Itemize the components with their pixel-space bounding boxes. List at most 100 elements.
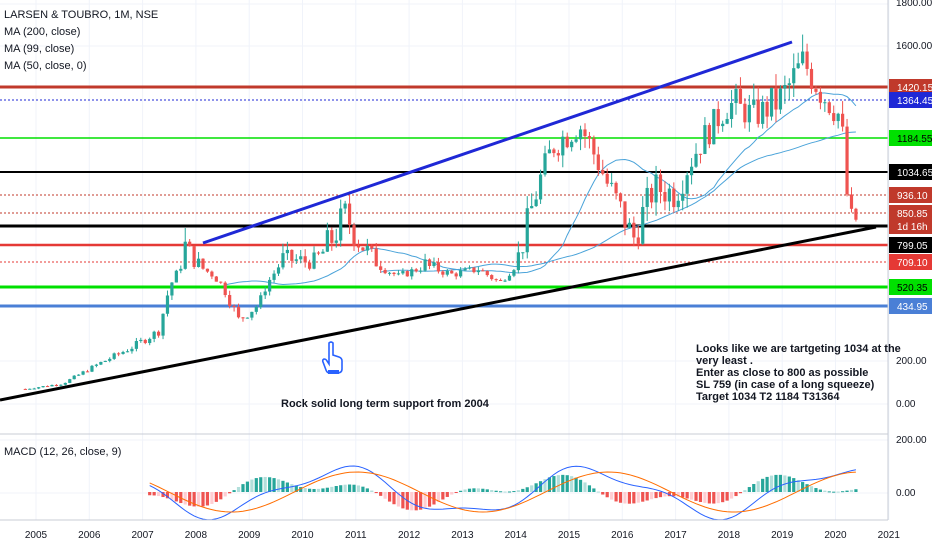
- candle-body: [658, 174, 663, 193]
- price-label: 850.85: [897, 209, 928, 220]
- macd-histogram-bar: [672, 492, 676, 497]
- candle-body: [174, 270, 178, 283]
- price-label-box: [889, 254, 932, 270]
- candle-body: [725, 119, 729, 124]
- macd-histogram-bar: [627, 492, 632, 504]
- candle-body: [467, 267, 472, 269]
- macd-histogram-bar: [721, 492, 725, 503]
- macd-histogram-bar: [587, 485, 592, 492]
- macd-histogram-bar: [703, 492, 707, 503]
- candle-body: [214, 276, 218, 282]
- macd-histogram-bar: [485, 489, 489, 492]
- candle-body: [343, 203, 347, 209]
- macd-histogram-bar: [321, 488, 325, 492]
- macd-histogram-bar: [356, 485, 361, 492]
- candle-body: [734, 88, 738, 104]
- moving-average-line: [225, 92, 857, 286]
- macd-histogram-bar: [796, 479, 800, 492]
- macd-histogram-bar: [316, 488, 321, 492]
- candle-body: [778, 88, 783, 110]
- macd-histogram-bar: [250, 479, 254, 492]
- candle-body: [689, 166, 694, 176]
- target-note-line: very least .: [696, 355, 753, 367]
- macd-histogram-bar: [303, 488, 307, 492]
- candle-body: [410, 269, 414, 277]
- candle-body: [94, 364, 99, 366]
- candle-body: [841, 113, 845, 127]
- candle-body: [694, 153, 698, 167]
- macd-histogram-bar: [787, 476, 791, 492]
- candle-body: [561, 136, 565, 156]
- macd-histogram-bar: [823, 490, 827, 492]
- macd-histogram-bar: [347, 484, 352, 492]
- macd-histogram-bar: [507, 491, 512, 493]
- x-tick-label: 2012: [398, 530, 421, 541]
- candle-body: [596, 154, 600, 171]
- legend-ma50[interactable]: MA (50, close, 0): [4, 60, 87, 72]
- macd-histogram-bar: [192, 492, 196, 507]
- candle-body: [232, 306, 236, 308]
- macd-histogram-bar: [419, 492, 423, 510]
- x-tick-label: 2007: [131, 530, 154, 541]
- moving-average-line: [380, 131, 856, 273]
- macd-histogram-bar: [441, 492, 445, 500]
- macd-histogram-bar: [792, 478, 796, 492]
- candle-body: [521, 252, 525, 254]
- candle-body: [117, 353, 121, 355]
- macd-histogram-bar: [636, 492, 640, 503]
- macd-histogram-bar: [769, 475, 774, 492]
- candle-body: [347, 203, 352, 226]
- candle-body: [54, 384, 59, 386]
- candle-body: [250, 311, 254, 318]
- x-tick-label: 2009: [238, 530, 261, 541]
- macd-histogram-bar: [459, 490, 463, 492]
- macd-histogram-bar: [494, 490, 498, 492]
- candle-body: [37, 387, 41, 389]
- macd-histogram-bar: [490, 490, 494, 492]
- candle-body: [268, 279, 272, 292]
- macd-histogram-bar: [805, 484, 809, 492]
- macd-histogram-bar: [454, 492, 458, 493]
- macd-histogram-bar: [592, 488, 596, 492]
- candle-body: [330, 230, 334, 243]
- macd-histogram-bar: [712, 492, 716, 504]
- legend-ma99[interactable]: MA (99, close): [4, 43, 75, 55]
- candle-body: [387, 272, 392, 274]
- macd-histogram-bar: [547, 477, 552, 492]
- candle-body: [712, 109, 716, 145]
- candle-body: [738, 88, 743, 104]
- price-label-box: [889, 205, 932, 221]
- macd-legend[interactable]: MACD (12, 26, close, 9): [4, 446, 122, 458]
- macd-histogram-bar: [676, 492, 680, 497]
- candle-body: [610, 182, 614, 184]
- legend-ma200[interactable]: MA (200, close): [4, 26, 81, 38]
- candles: [23, 34, 858, 390]
- macd-histogram-bar: [614, 492, 618, 502]
- candle-body: [503, 280, 507, 282]
- macd-histogram-bar: [543, 479, 547, 492]
- macd-histogram-bar: [330, 486, 334, 492]
- candle-body: [156, 331, 161, 336]
- macd-histogram-bar: [778, 474, 783, 492]
- candle-body: [827, 102, 831, 114]
- candle-body: [485, 270, 489, 276]
- candle-body: [805, 51, 809, 69]
- macd-histogram-bar: [396, 492, 401, 507]
- candle-body: [219, 281, 223, 283]
- candle-body: [547, 149, 552, 154]
- candle-body: [236, 306, 241, 318]
- candle-body: [761, 101, 765, 124]
- candle-body: [836, 113, 840, 122]
- candle-body: [703, 125, 707, 154]
- x-tick-label: 2008: [185, 530, 208, 541]
- macd-histogram-bar: [503, 491, 507, 493]
- candle-body: [783, 85, 787, 89]
- macd-histogram-bar: [761, 478, 765, 492]
- x-tick-label: 2013: [451, 530, 474, 541]
- macd-histogram-bar: [845, 490, 849, 492]
- x-tick-label: 2005: [25, 530, 48, 541]
- candle-body: [103, 360, 107, 362]
- candle-body: [205, 268, 210, 272]
- macd-histogram-bar: [658, 492, 663, 498]
